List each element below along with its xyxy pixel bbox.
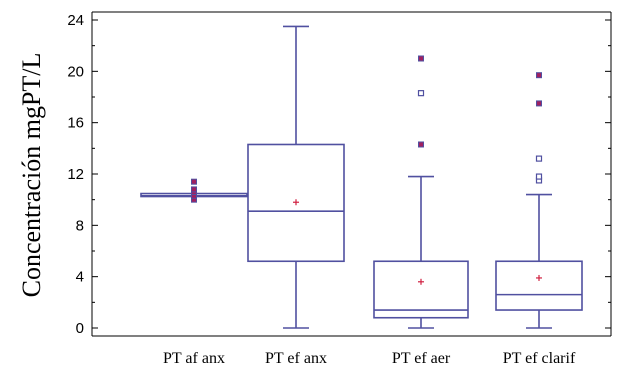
- y-tick-label: 4: [76, 269, 84, 286]
- box-iqr: [247, 143, 345, 263]
- y-tick-label: 8: [76, 217, 84, 234]
- outlier-point: [418, 55, 424, 62]
- box-iqr: [495, 260, 583, 311]
- outlier-point: [191, 178, 197, 185]
- y-tick-label: 0: [76, 320, 84, 337]
- outlier-point: [417, 90, 425, 97]
- box-4: [495, 72, 583, 329]
- x-category-label: PT ef aer: [392, 350, 451, 367]
- y-axis-label: Concentración mgPT/L: [17, 53, 46, 298]
- x-axis-labels: PT af anx PT ef anx PT ef aer PT ef clarif: [163, 350, 576, 367]
- box-1: [140, 178, 248, 203]
- plot-frame: [91, 11, 612, 337]
- outlier-point: [535, 173, 543, 180]
- y-tick-label: 20: [67, 63, 84, 80]
- outlier-point: [191, 186, 197, 193]
- outlier-point: [536, 72, 542, 79]
- box-2: [247, 25, 345, 329]
- outlier-point: [535, 155, 543, 162]
- y-tick-label: 24: [67, 12, 84, 29]
- x-category-label: PT ef clarif: [503, 350, 576, 367]
- box-iqr: [373, 260, 469, 319]
- y-tick-label: 16: [67, 115, 84, 132]
- box-3: [373, 55, 469, 329]
- y-tick-label: 12: [67, 166, 84, 183]
- x-category-label: PT ef anx: [265, 350, 327, 367]
- y-axis: 0 4 8 12 16 20 24: [67, 12, 611, 337]
- outlier-point: [418, 141, 424, 148]
- x-category-label: PT af anx: [163, 350, 225, 367]
- box-plot-series: [140, 25, 583, 329]
- outlier-point: [536, 100, 542, 107]
